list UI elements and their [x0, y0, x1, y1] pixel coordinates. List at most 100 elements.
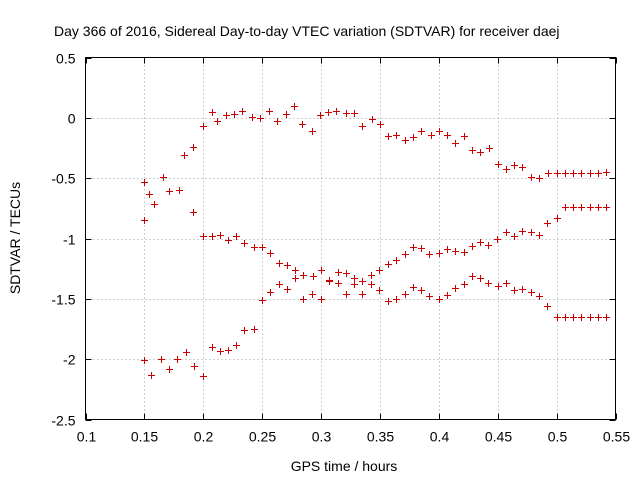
data-point-lower [233, 342, 240, 349]
data-point-middle [436, 250, 443, 257]
data-point-upper [214, 118, 221, 125]
data-point-upper [166, 188, 173, 195]
data-point-lower [183, 349, 190, 356]
data-point-middle [343, 270, 350, 277]
data-point-upper [146, 191, 153, 198]
data-point-middle [351, 275, 358, 282]
data-point-middle [587, 204, 594, 211]
data-point-middle [190, 209, 197, 216]
data-point-upper [570, 170, 577, 177]
data-point-lower [402, 291, 409, 298]
data-point-lower [326, 278, 333, 285]
data-point-upper [176, 187, 183, 194]
data-point-middle [444, 246, 451, 253]
data-point-lower [217, 348, 224, 355]
data-point-middle [376, 267, 383, 274]
x-tick-label: 0.2 [194, 429, 214, 445]
x-tick-label: 0.1 [77, 429, 97, 445]
data-point-lower [251, 326, 258, 333]
y-tick-label: -0.5 [51, 171, 75, 187]
data-point-middle [603, 204, 610, 211]
data-point-lower [343, 291, 350, 298]
data-point-middle [511, 233, 518, 240]
data-point-middle [267, 250, 274, 257]
data-point-upper [519, 164, 526, 171]
x-tick-label: 0.35 [367, 429, 394, 445]
y-tick-label: -1.5 [51, 292, 75, 308]
data-point-upper [333, 108, 340, 115]
data-point-upper [223, 112, 230, 119]
data-point-upper [461, 133, 468, 140]
data-point-lower [485, 280, 492, 287]
data-point-middle [251, 244, 258, 251]
x-axis-label: GPS time / hours [291, 458, 398, 474]
x-tick-label: 0.3 [312, 429, 332, 445]
data-point-middle [233, 233, 240, 240]
data-point-middle [276, 260, 283, 267]
data-point-upper [410, 134, 417, 141]
data-point-upper [477, 149, 484, 156]
data-point-middle [570, 204, 577, 211]
data-point-lower [495, 283, 502, 290]
data-point-lower [393, 296, 400, 303]
y-tick-label: -1 [63, 232, 76, 248]
data-point-lower [511, 287, 518, 294]
data-point-middle [300, 272, 307, 279]
data-point-upper [486, 145, 493, 152]
data-point-middle [385, 261, 392, 268]
y-tick-label: -2.5 [51, 413, 75, 429]
data-point-lower [570, 314, 577, 321]
data-point-upper [325, 109, 332, 116]
data-point-upper [257, 115, 264, 122]
data-point-lower [461, 281, 468, 288]
data-point-lower [318, 296, 325, 303]
data-point-lower [536, 293, 543, 300]
data-point-upper [190, 144, 197, 151]
data-point-upper [418, 128, 425, 135]
data-point-upper [239, 108, 246, 115]
axis-ticks [85, 57, 617, 421]
grid [85, 57, 616, 420]
data-point-lower [477, 275, 484, 282]
data-point-lower [300, 296, 307, 303]
data-point-lower [444, 292, 451, 299]
data-point-middle [528, 229, 535, 236]
data-point-middle [359, 278, 366, 285]
data-point-middle [595, 204, 602, 211]
data-point-upper [209, 109, 216, 116]
data-point-middle [410, 244, 417, 251]
data-point-upper [291, 103, 298, 110]
data-point-middle [536, 232, 543, 239]
data-point-lower [603, 314, 610, 321]
data-point-middle [452, 248, 459, 255]
data-point-upper [369, 116, 376, 123]
data-point-lower [241, 327, 248, 334]
data-point-upper [283, 111, 290, 118]
data-point-upper [469, 147, 476, 154]
data-point-upper [359, 123, 366, 130]
data-point-lower [587, 314, 594, 321]
chart-title: Day 366 of 2016, Sidereal Day-to-day VTE… [54, 23, 560, 39]
data-point-lower [225, 347, 232, 354]
data-point-lower [418, 287, 425, 294]
data-point-upper [603, 169, 610, 176]
x-tick-label: 0.45 [485, 429, 512, 445]
data-point-upper [402, 137, 409, 144]
data-point-upper [511, 162, 518, 169]
data-point-lower [292, 275, 299, 282]
data-point-middle [477, 239, 484, 246]
data-point-upper [554, 170, 561, 177]
data-point-lower [174, 356, 181, 363]
x-tick-label: 0.15 [131, 429, 158, 445]
data-point-lower [284, 286, 291, 293]
data-point-middle [578, 204, 585, 211]
data-point-middle [310, 273, 317, 280]
y-axis-label: SDTVAR / TECUs [7, 182, 23, 294]
data-point-upper [309, 128, 316, 135]
y-tick-label: -2 [63, 352, 76, 368]
data-point-lower [562, 314, 569, 321]
data-point-lower [376, 287, 383, 294]
data-point-upper [249, 114, 256, 121]
tick-labels: 0.1 0.15 0.2 0.25 0.3 0.35 0.4 0.45 0.5 0.55 -2.5 -… [51, 51, 630, 445]
